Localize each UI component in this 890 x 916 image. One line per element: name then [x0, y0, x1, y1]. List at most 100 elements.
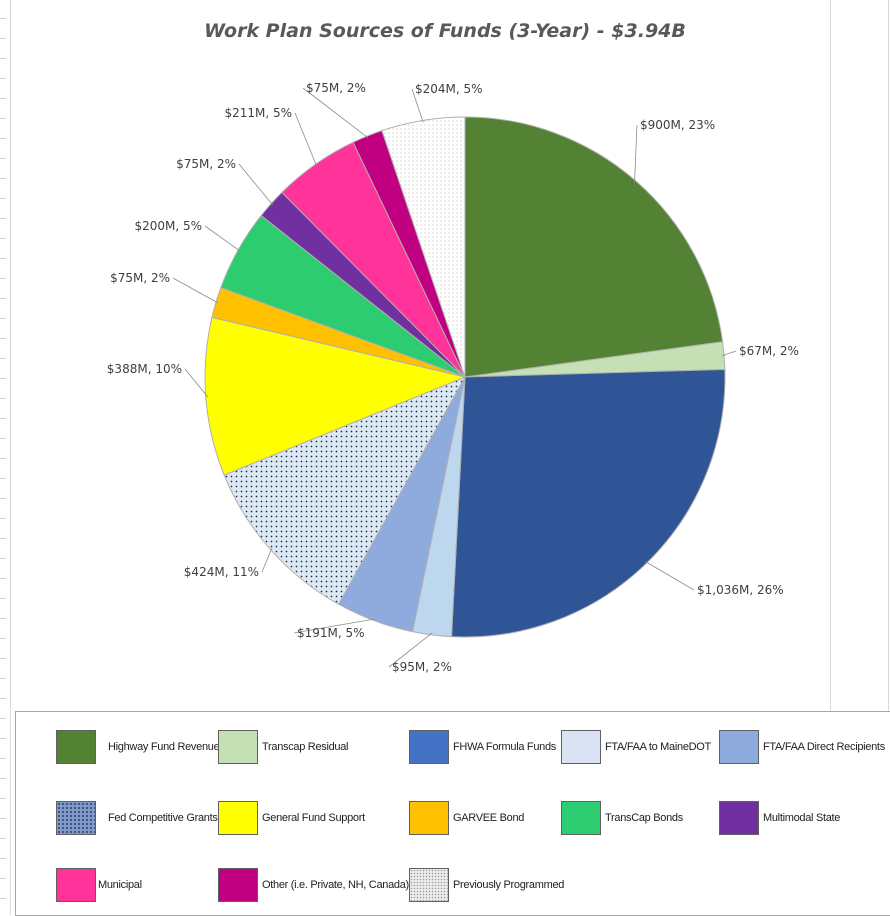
leader-line	[293, 618, 376, 634]
legend-swatch	[218, 730, 258, 764]
data-label-transcap-bonds: $200M, 5%	[134, 219, 202, 233]
row-tick	[0, 478, 6, 479]
row-tick	[0, 98, 6, 99]
legend-label: Municipal	[98, 879, 142, 891]
leader-line	[184, 368, 209, 398]
data-label-fta-faa-direct-recipients: $191M, 5%	[297, 626, 365, 640]
row-tick	[0, 498, 6, 499]
leader-line	[261, 547, 273, 573]
leader-lines	[172, 87, 737, 668]
row-tick	[0, 758, 6, 759]
leader-line	[238, 163, 274, 206]
legend-item-other-i-e-private-nh-canada[interactable]: Other (i.e. Private, NH, Canada)	[218, 867, 409, 903]
row-tick	[0, 278, 6, 279]
legend-item-fhwa-formula-funds[interactable]: FHWA Formula Funds	[409, 729, 556, 765]
chart-legend: Highway Fund Revenue Transcap Residual FHW…	[15, 711, 890, 916]
legend-swatch	[409, 730, 449, 764]
legend-swatch	[719, 730, 759, 764]
row-tick	[0, 718, 6, 719]
row-tick	[0, 658, 6, 659]
legend-item-fta-faa-to-mainedot[interactable]: FTA/FAA to MaineDOT	[561, 729, 711, 765]
row-tick	[0, 798, 6, 799]
row-tick	[0, 398, 6, 399]
row-tick	[0, 698, 6, 699]
legend-label: TransCap Bonds	[605, 812, 683, 824]
legend-item-highway-fund-revenue[interactable]: Highway Fund Revenue	[56, 729, 220, 765]
pie-slice-general-fund-support[interactable]	[204, 316, 467, 476]
legend-label: Previously Programmed	[453, 879, 565, 891]
legend-label: Transcap Residual	[262, 741, 349, 753]
row-tick	[0, 158, 6, 159]
pie-chart[interactable]: $900M, 23% $67M, 2% $1,036M, 26% $95M, 2% $1…	[0, 0, 890, 700]
legend-label: FTA/FAA to MaineDOT	[605, 741, 711, 753]
legend-item-multimodal-state[interactable]: Multimodal State	[719, 800, 840, 836]
row-tick	[0, 18, 6, 19]
legend-label: Fed Competitive Grants	[108, 812, 218, 824]
legend-item-general-fund-support[interactable]: General Fund Support	[218, 800, 365, 836]
data-label-other-i-e-private-nh-canada: $75M, 2%	[306, 81, 366, 95]
data-labels: $900M, 23% $67M, 2% $1,036M, 26% $95M, 2% $1…	[107, 81, 799, 674]
legend-label: Multimodal State	[763, 812, 841, 824]
legend-label: Other (i.e. Private, NH, Canada)	[262, 879, 409, 891]
column-gridline	[888, 0, 889, 915]
row-tick	[0, 518, 6, 519]
row-tick	[0, 858, 6, 859]
row-tick	[0, 538, 6, 539]
leader-line	[294, 112, 317, 167]
row-tick	[0, 778, 6, 779]
row-tick	[0, 78, 6, 79]
leader-line	[645, 561, 695, 591]
row-tick	[0, 838, 6, 839]
legend-item-previously-programmed[interactable]: Previously Programmed	[409, 867, 564, 903]
data-label-transcap-residual: $67M, 2%	[739, 344, 799, 358]
data-label-general-fund-support: $388M, 10%	[107, 362, 182, 376]
row-tick	[0, 338, 6, 339]
row-tick	[0, 38, 6, 39]
legend-item-fed-competitive-grants[interactable]: Fed Competitive Grants	[56, 800, 218, 836]
data-label-multimodal-state: $75M, 2%	[176, 157, 236, 171]
legend-item-municipal[interactable]: Municipal	[56, 867, 142, 903]
column-gridline	[830, 0, 831, 915]
legend-item-transcap-residual[interactable]: Transcap Residual	[218, 729, 349, 765]
pie-slice-fed-competitive-grants[interactable]	[223, 376, 467, 605]
legend-label: General Fund Support	[262, 812, 365, 824]
row-tick	[0, 598, 6, 599]
row-tick	[0, 818, 6, 819]
data-label-previously-programmed: $204M, 5%	[415, 82, 483, 96]
legend-item-fta-faa-direct-recipients[interactable]: FTA/FAA Direct Recipients	[719, 729, 885, 765]
row-tick	[0, 458, 6, 459]
row-tick	[0, 198, 6, 199]
legend-swatch	[218, 801, 258, 835]
leader-line	[172, 277, 219, 304]
pie-slices	[204, 116, 726, 638]
row-tick	[0, 118, 6, 119]
leader-line	[634, 124, 638, 183]
row-tick	[0, 578, 6, 579]
pie-slice-fhwa-formula-funds[interactable]	[451, 368, 726, 638]
row-tick	[0, 898, 6, 899]
row-tick	[0, 298, 6, 299]
row-tick	[0, 218, 6, 219]
row-tick	[0, 558, 6, 559]
pie-slice-highway-fund-revenue[interactable]	[464, 116, 724, 378]
legend-label: Highway Fund Revenue	[108, 741, 220, 753]
legend-swatch	[409, 801, 449, 835]
legend-item-garvee-bond[interactable]: GARVEE Bond	[409, 800, 524, 836]
row-tick	[0, 178, 6, 179]
leader-line	[388, 632, 433, 668]
legend-label: GARVEE Bond	[453, 812, 525, 824]
legend-item-transcap-bonds[interactable]: TransCap Bonds	[561, 800, 683, 836]
legend-label: FHWA Formula Funds	[453, 741, 556, 753]
row-tick	[0, 378, 6, 379]
legend-label: FTA/FAA Direct Recipients	[763, 741, 885, 753]
row-tick	[0, 358, 6, 359]
chart-title: Work Plan Sources of Funds (3-Year) - $3…	[204, 20, 686, 42]
row-tick	[0, 258, 6, 259]
leader-line	[204, 225, 241, 252]
row-tick	[0, 438, 6, 439]
row-tick	[0, 318, 6, 319]
row-tick	[0, 638, 6, 639]
row-tick	[0, 418, 6, 419]
row-tick	[0, 878, 6, 879]
